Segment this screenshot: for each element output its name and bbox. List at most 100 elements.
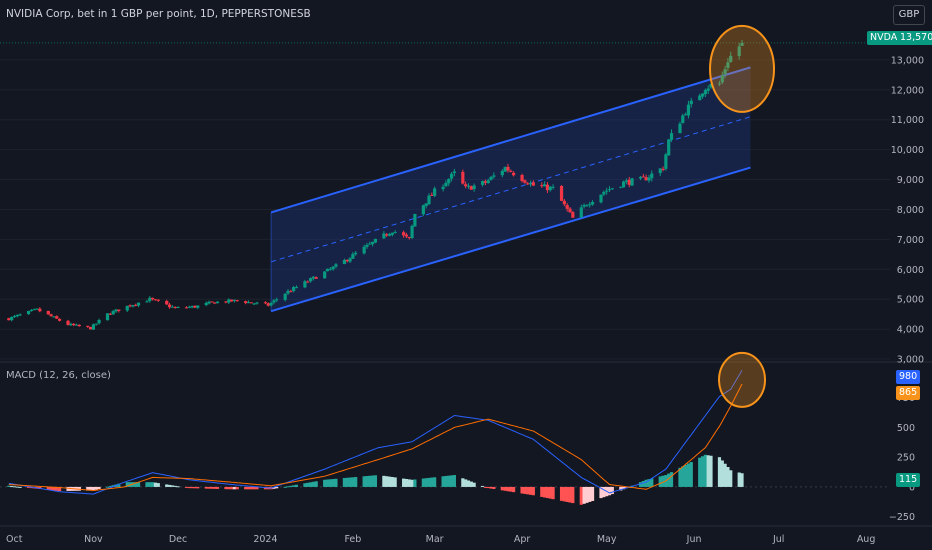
- histogram-bar: [26, 486, 31, 488]
- histogram-bar: [433, 477, 437, 487]
- histogram-bar: [125, 482, 129, 487]
- time-axis: Oct Nov Dec 2024 Feb Mar Apr May Jun Jul Aug: [6, 534, 875, 545]
- histogram-bar: [148, 482, 152, 487]
- histogram-bar: [599, 486, 603, 499]
- candle-body: [509, 170, 513, 172]
- histogram-bar: [700, 456, 705, 487]
- chart-title: NVIDIA Corp, bet in 1 GBP per point, 1D,…: [6, 8, 311, 20]
- histogram-bar: [184, 486, 189, 488]
- candle-body: [500, 170, 504, 176]
- candle-body: [26, 310, 31, 315]
- candle-body: [328, 268, 332, 270]
- histogram-bar: [449, 475, 454, 487]
- histogram-bar: [86, 486, 90, 491]
- histogram-bar: [292, 485, 296, 487]
- histogram-bar: [328, 479, 332, 487]
- candle-body: [667, 139, 671, 156]
- channel-middle-line: [270, 116, 751, 263]
- histogram-bar: [590, 486, 595, 501]
- histogram-bar: [647, 479, 651, 487]
- candle-body: [167, 304, 172, 308]
- signal-line: [8, 383, 743, 492]
- histogram-bar: [190, 486, 194, 489]
- candle-body: [105, 313, 110, 321]
- histogram-bar: [667, 473, 671, 487]
- histogram-bar: [571, 486, 575, 504]
- histogram-bar: [717, 457, 722, 487]
- histogram-bar: [543, 486, 547, 498]
- histogram-bar: [421, 478, 425, 487]
- candle-body: [404, 234, 409, 237]
- currency-button[interactable]: GBP: [893, 5, 925, 25]
- histogram-bar: [354, 477, 358, 487]
- histogram-bar: [334, 478, 338, 487]
- candle-body: [207, 301, 211, 304]
- time-tick-label: Aug: [857, 534, 876, 545]
- histogram-bar: [698, 457, 702, 487]
- candle-body: [266, 303, 270, 306]
- candle-body: [464, 184, 468, 187]
- candle-body: [173, 307, 177, 309]
- candle-body: [658, 168, 662, 174]
- time-tick-label: Nov: [84, 534, 103, 545]
- candle-body: [97, 319, 101, 324]
- macd-axis: −2500250500750: [889, 393, 915, 523]
- histogram-bar: [303, 483, 307, 487]
- candle-body: [227, 299, 231, 303]
- histogram-bar: [286, 486, 290, 488]
- candle-body: [503, 167, 507, 172]
- price-tick-label: 3,000: [897, 355, 924, 366]
- candle-body: [170, 306, 174, 308]
- histogram-bar: [726, 466, 730, 487]
- candle-body: [46, 310, 50, 315]
- histogram-bar: [232, 486, 237, 490]
- histogram-bar: [331, 479, 335, 487]
- histogram-bar: [737, 472, 741, 487]
- candle-body: [32, 309, 36, 311]
- candle-body: [588, 204, 592, 206]
- candle-body: [249, 302, 253, 304]
- candle-body: [568, 208, 572, 213]
- candle-body: [480, 181, 485, 185]
- histogram-bar: [483, 486, 487, 488]
- candle-body: [255, 302, 259, 304]
- price-tick-label: 8,000: [897, 205, 924, 216]
- candle-body: [441, 186, 445, 190]
- histogram-bar: [136, 482, 141, 487]
- candle-body: [275, 299, 279, 301]
- candle-body: [294, 287, 299, 289]
- candle-body: [669, 133, 674, 140]
- candle-body: [599, 194, 603, 203]
- candle-body: [325, 268, 330, 272]
- candle-body: [624, 180, 628, 182]
- histogram-bar: [441, 476, 445, 487]
- histogram-bar: [89, 486, 93, 491]
- histogram-bar: [466, 480, 471, 487]
- histogram-bar: [345, 477, 349, 487]
- histogram-bar: [10, 486, 14, 488]
- macd-indicator-title[interactable]: MACD (12, 26, close): [6, 370, 111, 381]
- histogram-bar: [650, 478, 654, 487]
- histogram-bar: [294, 484, 299, 487]
- histogram-bar: [678, 467, 682, 487]
- histogram-bar: [7, 485, 11, 487]
- candle-body: [66, 320, 70, 326]
- histogram-bar: [407, 479, 411, 487]
- histogram-bar: [105, 486, 110, 488]
- candle-body: [681, 115, 685, 123]
- candle-body: [717, 83, 722, 85]
- price-tick-label: 10,000: [891, 145, 924, 156]
- candle-body: [269, 302, 273, 306]
- histogram-bar: [669, 472, 674, 487]
- macd-tick-label: 500: [897, 423, 915, 434]
- candle-body: [94, 323, 98, 325]
- candle-body: [289, 291, 293, 293]
- candle-body: [311, 276, 315, 279]
- candle-body: [387, 234, 392, 236]
- candle-body: [334, 264, 338, 267]
- candle-body: [638, 176, 643, 179]
- histogram-bar: [18, 486, 22, 488]
- histogram-bar: [227, 486, 231, 490]
- histogram-bar: [235, 486, 239, 490]
